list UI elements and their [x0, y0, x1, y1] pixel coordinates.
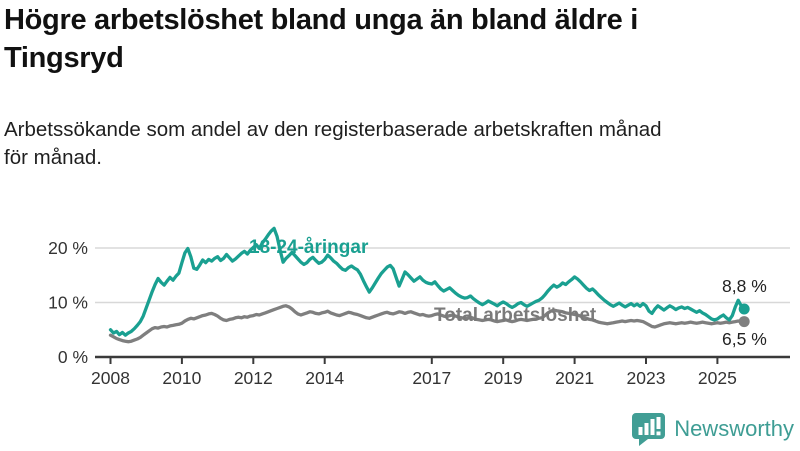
- series-line: [108, 304, 746, 344]
- series-line: [108, 226, 746, 337]
- y-tick-label: 10 %: [48, 293, 88, 313]
- x-tick-label: 2023: [627, 368, 666, 388]
- newsworthy-logo[interactable]: Newsworthy: [632, 412, 794, 446]
- series-label-total: Total arbetslöshet: [434, 305, 597, 326]
- last-value-youth: 8,8 %: [722, 276, 767, 296]
- series-label-youth: 18-24-åringar: [249, 237, 369, 258]
- y-tick-label: 20 %: [48, 238, 88, 258]
- x-tick-label: 2019: [484, 368, 523, 388]
- last-value-total: 6,5 %: [722, 329, 767, 349]
- x-tick-label: 2025: [698, 368, 737, 388]
- x-tick-label: 2017: [412, 368, 451, 388]
- x-tick-label: 2008: [91, 368, 130, 388]
- chart-subtitle: Arbetssökande som andel av den registerb…: [4, 118, 662, 170]
- newsworthy-brand-name: Newsworthy: [674, 416, 794, 441]
- x-tick-label: 2014: [305, 368, 344, 388]
- newsworthy-logo-icon: [632, 412, 666, 446]
- x-tick-label: 2021: [555, 368, 594, 388]
- page-title: Högre arbetslöshet bland unga än bland ä…: [4, 4, 638, 74]
- series-end-dot: [738, 303, 750, 315]
- y-tick-label: 0 %: [58, 347, 88, 367]
- x-tick-label: 2012: [234, 368, 273, 388]
- series-end-dot: [738, 316, 750, 328]
- x-tick-label: 2010: [162, 368, 201, 388]
